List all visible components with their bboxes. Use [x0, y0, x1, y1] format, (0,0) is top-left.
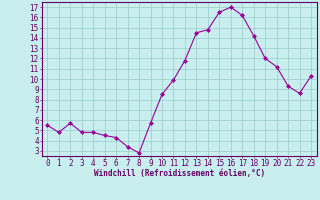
X-axis label: Windchill (Refroidissement éolien,°C): Windchill (Refroidissement éolien,°C): [94, 169, 265, 178]
